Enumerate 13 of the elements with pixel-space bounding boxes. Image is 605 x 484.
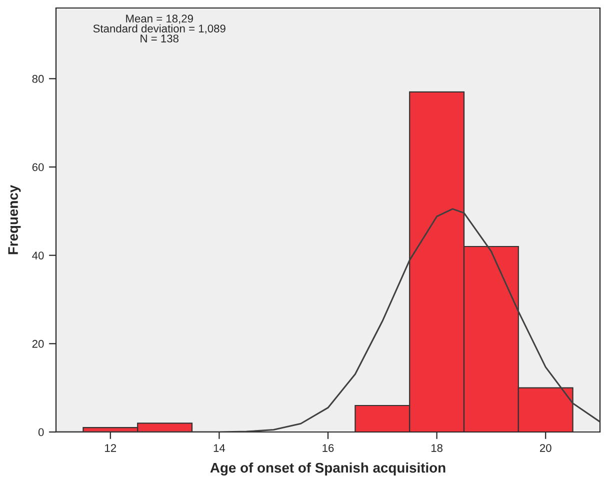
- x-tick-label: 12: [105, 444, 116, 452]
- y-axis-title: Frequency: [8, 184, 21, 254]
- y-tick-label: 20: [32, 340, 44, 348]
- annotation: Mean = 18,29 Standard deviation = 1,089 N = 138: [93, 14, 226, 42]
- x-axis-title: Age of onset of Spanish acquisition: [210, 462, 446, 476]
- x-tick-label: 16: [322, 444, 334, 452]
- x-tick-label: 18: [431, 444, 442, 452]
- x-tick-label: 14: [214, 444, 226, 452]
- y-tick-label: 40: [32, 252, 44, 260]
- y-tick-label: 0: [38, 428, 44, 436]
- x-tick-label: 20: [540, 444, 552, 452]
- y-tick-label: 80: [32, 74, 44, 83]
- y-tick-label: 60: [32, 163, 44, 172]
